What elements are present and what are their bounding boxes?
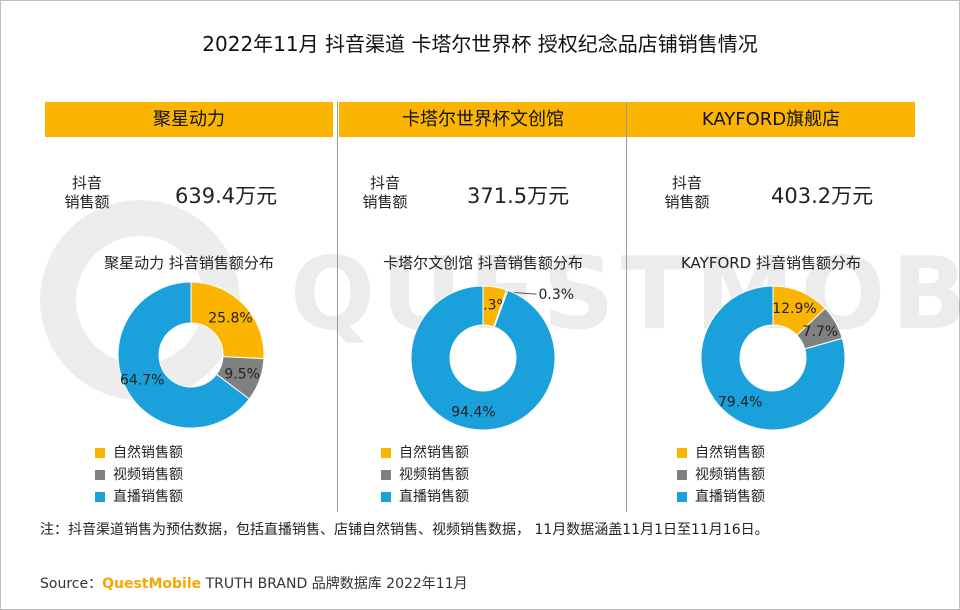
donut-slice-live	[700, 285, 846, 431]
metric-label-line2: 销售额	[664, 193, 710, 211]
legend-swatch-video	[381, 470, 391, 480]
store-panel-1: 聚星动力 抖音 销售额 639.4万元 聚星动力 抖音销售额分布 25.8% 9.…	[45, 102, 333, 512]
metric-label-line1: 抖音	[71, 174, 102, 192]
legend-label: 直播销售额	[399, 489, 469, 505]
legend-swatch-live	[381, 492, 391, 502]
legend-item-live: 直播销售额	[95, 486, 183, 508]
distribution-title: KAYFORD 抖音销售额分布	[680, 254, 861, 272]
legend-label: 自然销售额	[695, 445, 765, 461]
slice-label-video: 0.3%	[539, 287, 575, 303]
metric-label: 抖音 销售额	[657, 174, 717, 212]
donut-chart: 12.9% 7.7% 79.4%	[700, 285, 846, 431]
source-suffix: TRUTH BRAND 品牌数据库 2022年11月	[201, 576, 468, 592]
source-prefix: Source：	[40, 576, 103, 592]
legend-swatch-natural	[381, 448, 391, 458]
legend-swatch-natural	[677, 448, 687, 458]
legend: 自然销售额 视频销售额 直播销售额	[677, 442, 765, 508]
store-panel-3: KAYFORD旗舰店 抖音 销售额 403.2万元 KAYFORD 抖音销售额分…	[627, 102, 915, 512]
legend-item-natural: 自然销售额	[381, 442, 469, 464]
legend-item-natural: 自然销售额	[677, 442, 765, 464]
donut-slice-live	[117, 281, 250, 429]
legend-swatch-live	[95, 492, 105, 502]
store-name: KAYFORD旗舰店	[627, 102, 915, 137]
legend-label: 自然销售额	[399, 445, 469, 461]
source-brand: QuestMobile	[102, 576, 202, 592]
metric-label: 抖音 销售额	[57, 174, 117, 212]
legend-item-natural: 自然销售额	[95, 442, 183, 464]
donut-slice-live	[410, 285, 556, 431]
donut-slice-natural	[190, 281, 265, 360]
sales-value: 639.4万元	[175, 184, 278, 208]
legend: 自然销售额 视频销售额 直播销售额	[95, 442, 183, 508]
donut-chart: 25.8% 9.5% 64.7%	[117, 281, 265, 429]
sales-value: 403.2万元	[771, 184, 874, 208]
distribution-title: 聚星动力 抖音销售额分布	[104, 254, 274, 272]
slice-label-live: 64.7%	[120, 372, 164, 388]
metric-label-line2: 销售额	[362, 193, 408, 211]
store-name: 卡塔尔世界杯文创馆	[339, 102, 627, 137]
legend-item-live: 直播销售额	[677, 486, 765, 508]
slice-label-video: 7.7%	[803, 324, 839, 340]
store-panel-2: 卡塔尔世界杯文创馆 抖音 销售额 371.5万元 卡塔尔文创馆 抖音销售额分布 …	[339, 102, 627, 512]
legend-label: 视频销售额	[695, 467, 765, 483]
legend-label: 视频销售额	[113, 467, 183, 483]
panel-divider	[337, 102, 338, 512]
store-name: 聚星动力	[45, 102, 333, 137]
slice-label-live: 94.4%	[451, 405, 495, 421]
distribution-title: 卡塔尔文创馆 抖音销售额分布	[383, 254, 583, 272]
sales-value: 371.5万元	[467, 184, 570, 208]
legend-swatch-video	[677, 470, 687, 480]
legend-label: 视频销售额	[399, 467, 469, 483]
source-line: Source：QuestMobile TRUTH BRAND 品牌数据库 202…	[40, 573, 468, 593]
legend-swatch-live	[677, 492, 687, 502]
legend: 自然销售额 视频销售额 直播销售额	[381, 442, 469, 508]
legend-item-video: 视频销售额	[677, 464, 765, 486]
metric-label: 抖音 销售额	[355, 174, 415, 212]
legend-label: 直播销售额	[113, 489, 183, 505]
legend-swatch-video	[95, 470, 105, 480]
legend-item-video: 视频销售额	[381, 464, 469, 486]
legend-item-live: 直播销售额	[381, 486, 469, 508]
page-title: 2022年11月 抖音渠道 卡塔尔世界杯 授权纪念品店铺销售情况	[202, 32, 758, 56]
metric-label-line1: 抖音	[369, 174, 400, 192]
slice-label-natural: 12.9%	[772, 301, 816, 317]
slice-label-natural: 25.8%	[208, 310, 252, 326]
metric-label-line1: 抖音	[671, 174, 702, 192]
legend-label: 自然销售额	[113, 445, 183, 461]
footnote: 注：抖音渠道销售为预估数据，包括直播销售、店铺自然销售、视频销售数据， 11月数…	[40, 522, 769, 538]
legend-swatch-natural	[95, 448, 105, 458]
donut-chart: 5.3%0.3%94.4%	[410, 285, 575, 431]
panel-divider	[626, 102, 627, 512]
slice-label-video: 9.5%	[224, 367, 260, 383]
metric-label-line2: 销售额	[64, 193, 110, 211]
legend-item-video: 视频销售额	[95, 464, 183, 486]
slice-label-live: 79.4%	[718, 394, 762, 410]
legend-label: 直播销售额	[695, 489, 765, 505]
